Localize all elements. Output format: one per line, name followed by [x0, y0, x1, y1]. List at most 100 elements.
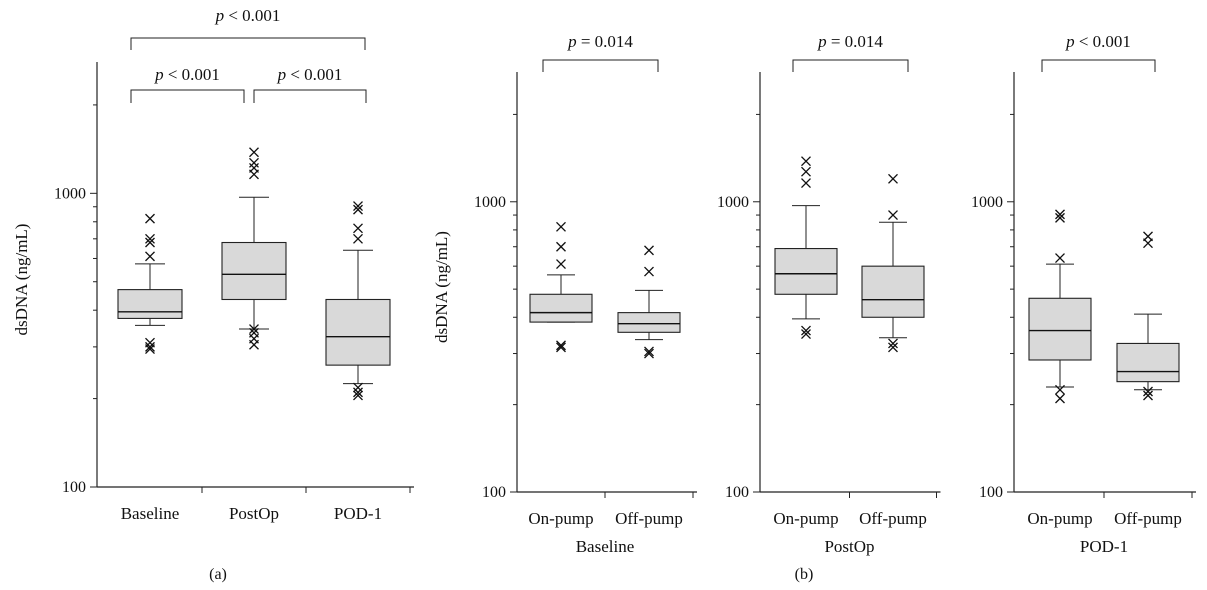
outlier-marker	[556, 221, 566, 232]
outlier-marker	[644, 266, 654, 277]
outlier-marker	[249, 169, 259, 180]
p-value-label: p = 0.014	[567, 32, 633, 51]
outlier-marker	[353, 387, 363, 398]
box-off-pump	[861, 173, 925, 353]
outlier-marker	[556, 342, 566, 353]
outlier-marker	[249, 147, 259, 158]
outlier-marker	[1055, 393, 1065, 404]
outlier-marker	[556, 259, 566, 270]
y-axis-label: dsDNA (ng/mL)	[432, 231, 451, 343]
outlier-marker	[249, 339, 259, 350]
significance-bracket	[792, 59, 909, 72]
panel-0: 100 1000 dsDNA (ng/mL) Baseline PostOp POD-1 p…	[12, 6, 414, 583]
box-off-pump	[1116, 231, 1180, 401]
iqr-box	[617, 312, 681, 333]
iqr-box	[325, 298, 391, 366]
iqr-box	[117, 289, 183, 319]
outlier-marker	[249, 157, 259, 168]
outlier-marker	[1055, 209, 1065, 220]
p-value-label: p = 0.014	[817, 32, 883, 51]
outlier-marker	[644, 245, 654, 256]
outlier-marker	[644, 346, 654, 357]
panel-1: 100 1000 dsDNA (ng/mL) On-pump Off-pump Basel…	[432, 32, 697, 556]
x-tick-label: Off-pump	[859, 509, 927, 528]
outlier-marker	[888, 173, 898, 184]
group-label: Baseline	[576, 537, 635, 556]
x-tick-label: On-pump	[528, 509, 593, 528]
panel-2: 100 1000 On-pump Off-pump PostOp p = 0.014	[717, 32, 941, 556]
outlier-marker	[249, 324, 259, 335]
x-tick-label: On-pump	[773, 509, 838, 528]
outlier-marker	[353, 204, 363, 215]
outlier-marker	[801, 325, 811, 336]
p-value-label: p < 0.001	[215, 6, 281, 25]
outlier-marker	[888, 338, 898, 349]
outlier-marker	[801, 156, 811, 167]
outlier-marker	[353, 223, 363, 234]
y-tick-label: 1000	[474, 194, 506, 211]
iqr-box	[774, 247, 838, 295]
y-axis-label: dsDNA (ng/mL)	[12, 224, 31, 336]
outlier-marker	[145, 341, 155, 352]
outlier-marker	[1055, 253, 1065, 263]
x-tick-label: Baseline	[121, 504, 180, 523]
x-tick-label: PostOp	[229, 504, 279, 523]
box-on-pump	[1028, 209, 1092, 404]
panel-label-b: (b)	[795, 566, 814, 583]
outlier-marker	[644, 348, 654, 359]
outlier-marker	[801, 329, 811, 340]
iqr-box	[221, 241, 287, 301]
p-value-label: p < 0.001	[154, 65, 220, 84]
outlier-marker	[145, 233, 155, 244]
p-value-label: p < 0.001	[277, 65, 343, 84]
box-baseline	[117, 213, 183, 354]
significance-bracket	[130, 89, 245, 103]
outlier-marker	[801, 178, 811, 189]
outlier-marker	[353, 233, 363, 244]
y-tick-label: 1000	[971, 194, 1003, 211]
significance-bracket	[1041, 59, 1156, 72]
y-tick-label: 1000	[54, 185, 86, 202]
outlier-marker	[556, 340, 566, 351]
box-off-pump	[617, 245, 681, 359]
outlier-marker	[145, 344, 155, 354]
outlier-marker	[145, 237, 155, 248]
outlier-marker	[1143, 390, 1153, 401]
significance-bracket	[542, 59, 659, 72]
y-tick-label: 1000	[717, 194, 749, 211]
outlier-marker	[556, 241, 566, 252]
panel-label-a: (a)	[209, 566, 227, 583]
outlier-marker	[145, 213, 155, 224]
outlier-marker	[801, 166, 811, 177]
outlier-marker	[1143, 238, 1153, 249]
iqr-box	[529, 293, 593, 323]
outlier-marker	[353, 390, 363, 401]
box-on-pump	[529, 221, 593, 353]
box-postop	[221, 147, 287, 350]
p-value-label: p < 0.001	[1065, 32, 1131, 51]
box-pod-1	[325, 201, 391, 401]
panel-3: 100 1000 On-pump Off-pump POD-1 p < 0.001	[971, 32, 1196, 556]
y-tick-label: 100	[482, 484, 506, 501]
outlier-marker	[1055, 384, 1065, 395]
iqr-box	[1116, 342, 1180, 383]
group-label: PostOp	[824, 537, 874, 556]
group-label: POD-1	[1080, 537, 1128, 556]
box-on-pump	[774, 156, 838, 340]
outlier-marker	[353, 382, 363, 393]
outlier-marker	[1055, 212, 1065, 223]
iqr-box	[1028, 297, 1092, 361]
outlier-marker	[888, 342, 898, 353]
outlier-marker	[145, 251, 155, 262]
x-tick-label: Off-pump	[615, 509, 683, 528]
significance-bracket	[130, 37, 366, 50]
outlier-marker	[888, 210, 898, 221]
x-tick-label: On-pump	[1027, 509, 1092, 528]
outlier-marker	[353, 201, 363, 212]
x-tick-label: POD-1	[334, 504, 382, 523]
x-tick-label: Off-pump	[1114, 509, 1182, 528]
y-tick-label: 100	[62, 479, 86, 496]
iqr-box	[861, 265, 925, 318]
y-tick-label: 100	[979, 484, 1003, 501]
